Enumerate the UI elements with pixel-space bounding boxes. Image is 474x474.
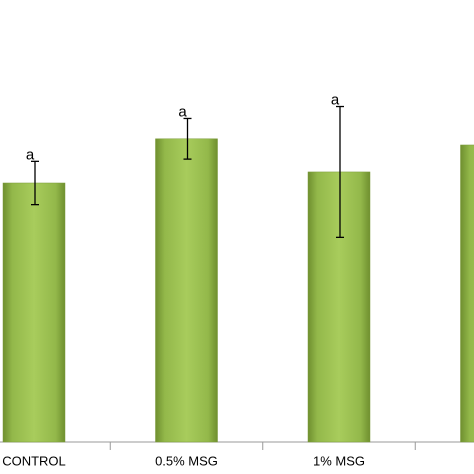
annotation: a — [331, 91, 340, 108]
x-tick-label: 1% MSG — [313, 453, 365, 468]
bar — [460, 144, 474, 443]
bar — [307, 171, 371, 443]
annotation: a — [26, 146, 35, 163]
x-tick-label: CONTROL — [2, 453, 66, 468]
bar — [155, 138, 218, 443]
annotation: a — [178, 103, 187, 120]
x-tick-label: 0.5% MSG — [155, 453, 218, 468]
bar — [2, 182, 66, 443]
